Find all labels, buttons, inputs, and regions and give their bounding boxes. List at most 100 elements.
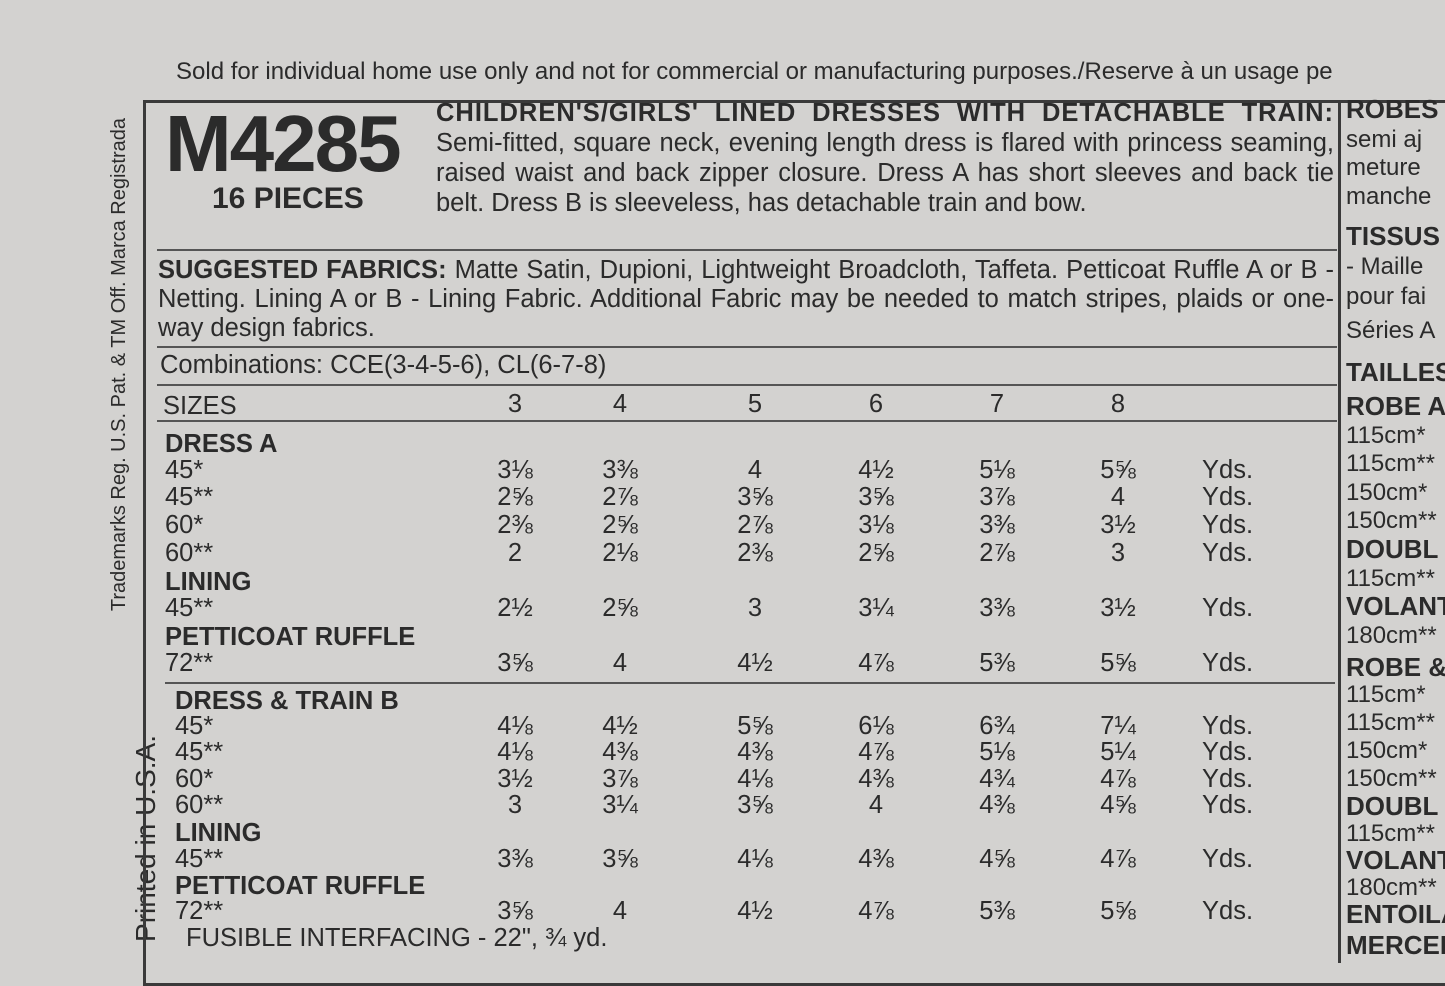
french-text: semi aj xyxy=(1346,125,1423,153)
rule xyxy=(165,682,1335,684)
french-text: DOUBL xyxy=(1346,791,1439,822)
french-text: 150cm* xyxy=(1346,478,1428,506)
section-title: DRESS & TRAIN B xyxy=(175,686,399,715)
french-text: ROBE A xyxy=(1346,391,1445,422)
page: Sold for individual home use only and no… xyxy=(108,58,1445,986)
column-divider xyxy=(1338,100,1341,963)
yardage: 3⅜ xyxy=(979,510,1015,539)
yardage: 3¼ xyxy=(858,593,894,622)
yardage: 3⅞ xyxy=(979,482,1015,511)
combinations: Combinations: CCE(3-4-5-6), CL(6-7-8) xyxy=(160,351,607,379)
section-title: PETTICOAT RUFFLE xyxy=(165,622,416,651)
yardage: 4⅜ xyxy=(602,737,638,766)
size-header: 5 xyxy=(747,389,763,418)
yardage: 3⅜ xyxy=(497,844,533,873)
yardage: 3 xyxy=(747,593,763,622)
yardage: 4⅜ xyxy=(737,737,773,766)
row-label: 60* xyxy=(175,764,214,793)
row-label: 45* xyxy=(175,711,214,740)
row-label: 60** xyxy=(175,790,224,819)
yardage: 5⅛ xyxy=(979,737,1015,766)
unit: Yds. xyxy=(1202,538,1254,567)
unit: Yds. xyxy=(1202,510,1254,539)
yardage: 3⅛ xyxy=(858,510,894,539)
french-text: 180cm** xyxy=(1346,621,1437,649)
french-text: 115cm** xyxy=(1346,449,1435,477)
yardage: 4⅛ xyxy=(497,737,533,766)
yardage: 4 xyxy=(868,790,884,819)
size-header: 7 xyxy=(989,389,1005,418)
yardage: 3⅝ xyxy=(737,790,773,819)
yardage: 4⅝ xyxy=(979,844,1015,873)
yardage: 5⅜ xyxy=(979,896,1015,925)
french-text: Séries A xyxy=(1346,316,1436,344)
yardage: 5⅜ xyxy=(979,648,1015,677)
yardage: 4⅛ xyxy=(737,764,773,793)
french-text: TAILLES xyxy=(1346,357,1445,388)
yardage: 4⅛ xyxy=(737,844,773,873)
yardage: 3⅝ xyxy=(602,844,638,873)
yardage: 4 xyxy=(747,455,763,484)
yardage: 2⅝ xyxy=(602,593,638,622)
unit: Yds. xyxy=(1202,482,1254,511)
yardage: 4⅜ xyxy=(858,764,894,793)
yardage: 3 xyxy=(507,790,523,819)
yardage: 4¾ xyxy=(979,764,1015,793)
rule xyxy=(157,384,1337,386)
french-text: VOLANT xyxy=(1346,845,1445,876)
french-text: MERCER xyxy=(1346,930,1445,961)
row-label: 45** xyxy=(175,737,224,766)
yardage: 5⅝ xyxy=(737,711,773,740)
french-text: ROBE & xyxy=(1346,652,1445,683)
french-text: meture xyxy=(1346,153,1421,181)
unit: Yds. xyxy=(1202,455,1254,484)
yardage: 2⅜ xyxy=(497,510,533,539)
french-text: TISSUS xyxy=(1346,221,1440,252)
rule xyxy=(157,420,1337,422)
top-notice: Sold for individual home use only and no… xyxy=(176,58,1333,85)
yardage: 4⅛ xyxy=(497,711,533,740)
section-title: LINING xyxy=(165,567,252,596)
yardage: 2⅞ xyxy=(602,482,638,511)
french-text: 115cm** xyxy=(1346,819,1435,847)
unit: Yds. xyxy=(1202,790,1254,819)
yardage: 3 xyxy=(1110,538,1126,567)
yardage: 4 xyxy=(1110,482,1126,511)
yardage: 5⅛ xyxy=(979,455,1015,484)
yardage: 3⅞ xyxy=(602,764,638,793)
unit: Yds. xyxy=(1202,593,1254,622)
size-header: 3 xyxy=(507,389,523,418)
row-label: 72** xyxy=(165,648,214,677)
yardage: 3½ xyxy=(1100,593,1136,622)
yardage: 3½ xyxy=(497,764,533,793)
yardage: 2⅞ xyxy=(979,538,1015,567)
unit: Yds. xyxy=(1202,844,1254,873)
french-text: ROBES xyxy=(1346,94,1439,125)
yardage: 4 xyxy=(612,648,628,677)
yardage: 6¾ xyxy=(979,711,1015,740)
yardage: 4½ xyxy=(737,648,773,677)
row-label: 60* xyxy=(165,510,204,539)
yardage: 4⅞ xyxy=(858,896,894,925)
unit: Yds. xyxy=(1202,737,1254,766)
french-text: VOLANT xyxy=(1346,591,1445,622)
yardage: 4 xyxy=(612,896,628,925)
yardage: 4½ xyxy=(737,896,773,925)
yardage: 5¼ xyxy=(1100,737,1136,766)
french-text: 115cm** xyxy=(1346,564,1435,592)
yardage: 3⅝ xyxy=(737,482,773,511)
yardage: 5⅝ xyxy=(1100,896,1136,925)
french-text: 150cm** xyxy=(1346,506,1437,534)
row-label: 60** xyxy=(165,538,214,567)
french-text: 150cm** xyxy=(1346,764,1437,792)
french-text: manche xyxy=(1346,182,1432,210)
yardage: 4⅝ xyxy=(1100,790,1136,819)
yardage: 2⅝ xyxy=(497,482,533,511)
yardage: 3⅝ xyxy=(497,648,533,677)
yardage: 2½ xyxy=(497,593,533,622)
yardage: 4⅞ xyxy=(858,648,894,677)
rule xyxy=(157,249,1337,251)
row-label: 45** xyxy=(165,482,214,511)
pieces: 16 PIECES xyxy=(212,182,364,215)
pattern-number: M4285 xyxy=(165,99,402,188)
